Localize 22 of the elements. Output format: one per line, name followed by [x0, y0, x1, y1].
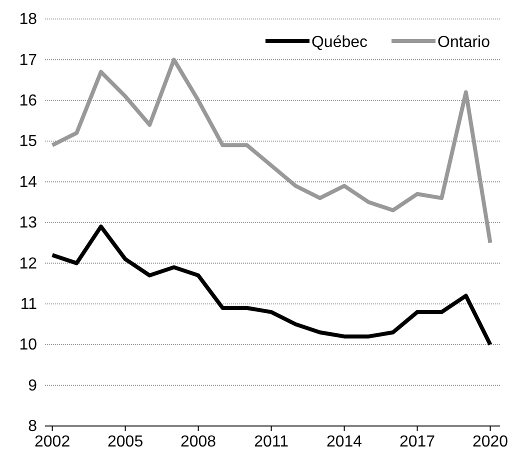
line-series — [50, 224, 492, 347]
x-tick-label: 2002 — [34, 433, 70, 450]
y-tick-label: 14 — [19, 174, 38, 191]
x-tick-label: 2005 — [107, 433, 144, 450]
y-tick-label: 18 — [19, 11, 38, 28]
x-tick-label: 2008 — [180, 433, 216, 450]
x-tick-label: 2020 — [472, 433, 508, 450]
y-tick-label: 10 — [19, 336, 38, 354]
y-tick-label: 15 — [19, 133, 38, 150]
y-tick-label: 16 — [19, 92, 38, 110]
y-tick-label: 8 — [28, 418, 38, 436]
y-tick-label: 13 — [19, 214, 38, 232]
legend-label: Québec — [311, 34, 368, 51]
y-tick-label: 9 — [28, 377, 38, 394]
line-series — [50, 58, 492, 245]
y-tick-label: 11 — [20, 296, 38, 314]
x-tick-label: 2017 — [399, 433, 436, 450]
x-tick-label: 2014 — [326, 433, 362, 450]
legend-label: Ontario — [438, 34, 490, 51]
x-tick-label: 2011 — [254, 433, 289, 450]
y-tick-label: 17 — [19, 52, 38, 69]
y-tick-label: 12 — [19, 255, 38, 272]
